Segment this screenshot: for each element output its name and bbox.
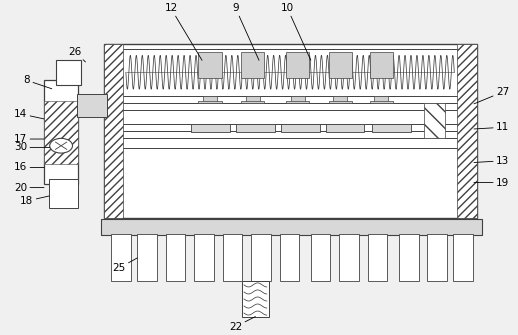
Bar [104, 44, 477, 218]
Bar [368, 234, 387, 281]
Text: 12: 12 [164, 3, 202, 60]
Text: 18: 18 [20, 196, 49, 206]
Bar [372, 124, 411, 132]
Bar [198, 101, 222, 103]
Bar [56, 60, 81, 85]
Bar [191, 124, 230, 132]
Bar [291, 96, 305, 103]
Bar [241, 52, 264, 78]
Bar [137, 234, 157, 281]
Text: 19: 19 [474, 178, 509, 188]
Bar [286, 52, 309, 78]
Bar [329, 101, 352, 103]
Bar [101, 219, 482, 234]
Text: 27: 27 [474, 87, 509, 104]
Text: 10: 10 [281, 3, 311, 60]
Bar [280, 234, 299, 281]
Bar [236, 124, 275, 132]
Bar [223, 234, 242, 281]
Bar [242, 281, 269, 317]
Bar [246, 96, 260, 103]
Text: 8: 8 [24, 75, 52, 89]
Bar [453, 234, 473, 281]
Bar [241, 101, 264, 103]
Bar [104, 44, 123, 218]
Text: 20: 20 [14, 183, 44, 193]
Text: 13: 13 [474, 156, 509, 166]
Bar [166, 234, 185, 281]
Bar [194, 234, 214, 281]
Bar [286, 101, 309, 103]
Bar [44, 100, 78, 164]
Bar [370, 52, 393, 78]
Text: 22: 22 [229, 317, 255, 332]
Bar [334, 96, 348, 103]
Text: 17: 17 [14, 134, 44, 144]
Bar [457, 44, 477, 218]
Bar [325, 124, 364, 132]
Bar [339, 234, 359, 281]
Text: 9: 9 [233, 3, 259, 60]
Bar [311, 234, 330, 281]
Bar [49, 179, 78, 208]
Bar [370, 101, 393, 103]
Text: 26: 26 [68, 47, 85, 62]
Bar [329, 52, 352, 78]
Text: 30: 30 [14, 142, 50, 152]
Text: 14: 14 [14, 109, 44, 119]
Text: 25: 25 [112, 258, 137, 273]
Bar [427, 234, 447, 281]
Circle shape [50, 138, 73, 153]
Text: 16: 16 [14, 162, 44, 173]
Bar [111, 234, 131, 281]
Bar [399, 234, 419, 281]
Bar [251, 234, 271, 281]
Bar [375, 96, 388, 103]
Bar [281, 124, 320, 132]
Bar [44, 80, 78, 184]
Bar [424, 103, 445, 138]
Bar [77, 94, 107, 117]
Bar [198, 52, 222, 78]
Bar [203, 96, 217, 103]
Text: 11: 11 [474, 122, 509, 132]
